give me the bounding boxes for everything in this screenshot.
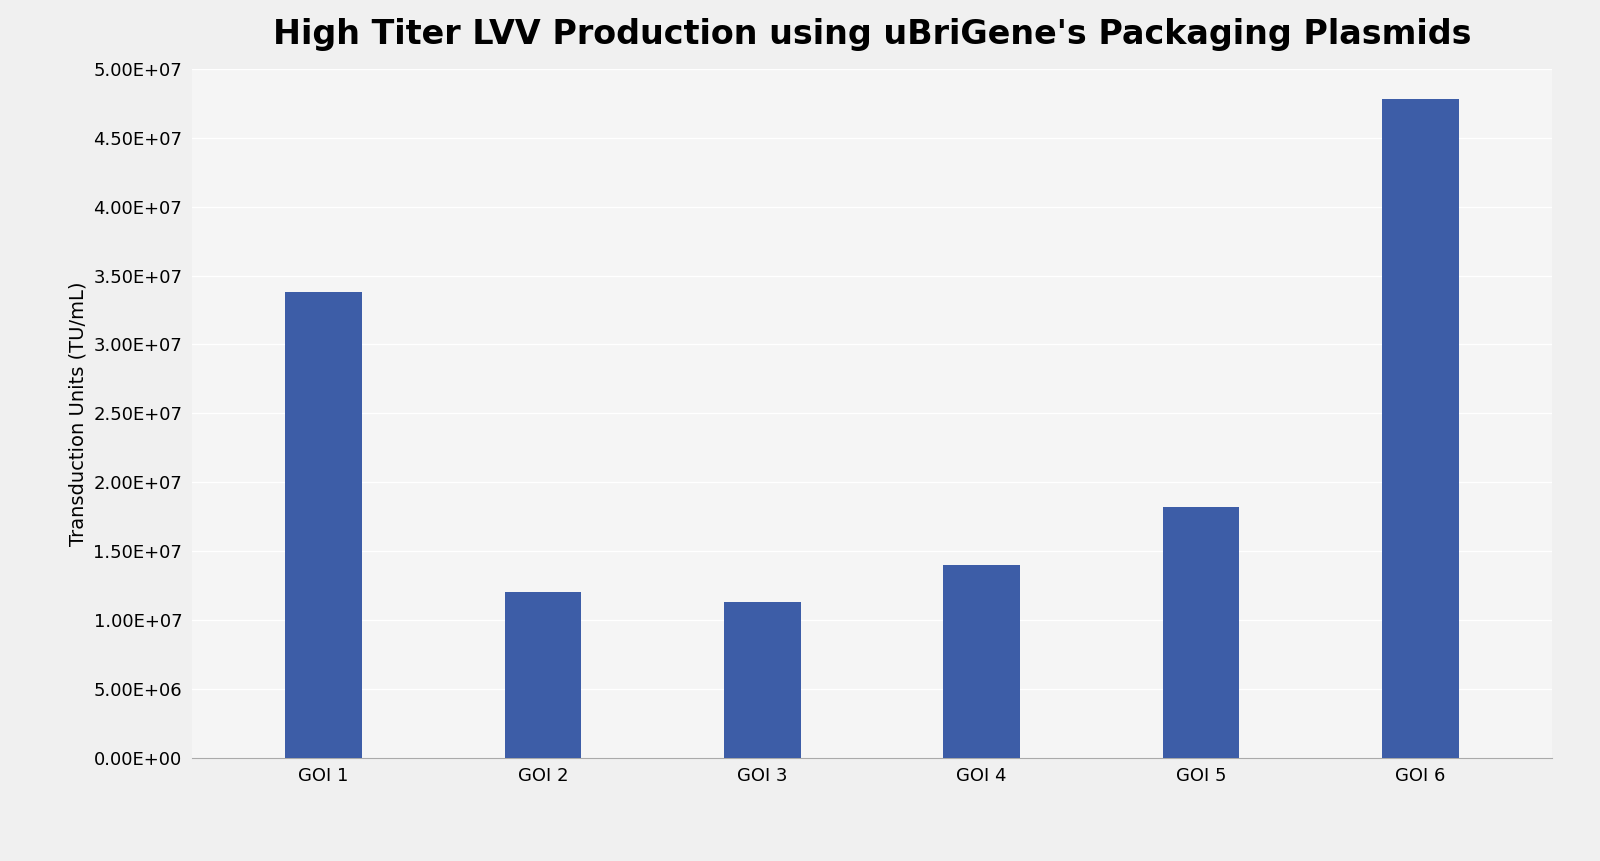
Bar	[723, 602, 800, 758]
Bar	[944, 565, 1021, 758]
Bar	[504, 592, 581, 758]
Y-axis label: Transduction Units (TU/mL): Transduction Units (TU/mL)	[69, 281, 88, 546]
Title: High Titer LVV Production using uBriGene's Packaging Plasmids: High Titer LVV Production using uBriGene…	[272, 18, 1472, 51]
Bar	[1382, 99, 1459, 758]
Bar	[1163, 507, 1240, 758]
Bar	[285, 292, 362, 758]
